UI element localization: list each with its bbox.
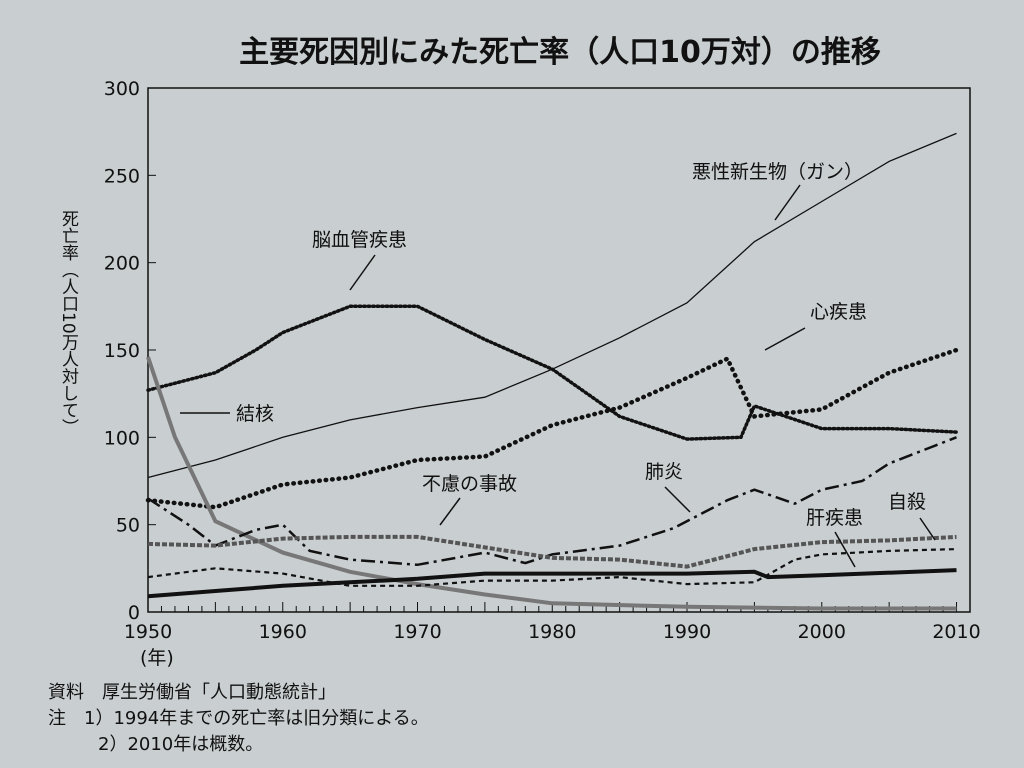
- arrow-accident: [439, 497, 461, 526]
- series-line-5: [147, 534, 957, 569]
- label-tuberculosis: 結核: [236, 403, 274, 425]
- series-line-2: [145, 347, 959, 510]
- chart-title: 主要死因別にみた死亡率（人口10万対）の推移: [239, 35, 881, 70]
- y-tick-label: 300: [104, 78, 140, 100]
- arrow-liver: [834, 531, 856, 568]
- note-1: 注 1）1994年までの死亡率は旧分類による。: [48, 708, 429, 729]
- y-axis-label: 死亡率（人口10万人対して）: [58, 210, 79, 436]
- series-line-6: [147, 548, 957, 587]
- series-line-1: [146, 304, 959, 441]
- note-2: 2）2010年は概数。: [98, 734, 263, 755]
- source-note: 資料 厚生労働省「人口動態統計」: [48, 682, 336, 703]
- x-tick-label: 1960: [259, 621, 307, 643]
- x-tick-label: 1970: [393, 621, 441, 643]
- y-tick-label: 200: [104, 253, 140, 275]
- x-tick-label: 1950: [124, 621, 172, 643]
- arrow-suicide: [919, 517, 936, 541]
- arrow-cerebrovascular: [349, 254, 376, 291]
- series-line-3: [146, 356, 957, 611]
- axes: 1950 1960 1970 1980 1990 2000 2010 0 50 100 150 200…: [104, 78, 981, 643]
- series-line-4: [147, 436, 957, 567]
- label-pneumonia: 肺炎: [645, 461, 683, 483]
- y-tick-label: 250: [104, 165, 140, 187]
- label-heart: 心疾患: [810, 301, 867, 323]
- label-accident: 不慮の事故: [422, 473, 517, 495]
- series-lines: [145, 132, 959, 611]
- label-cancer: 悪性新生物（ガン）: [692, 161, 863, 183]
- y-tick-label: 100: [104, 427, 140, 449]
- x-tick-label: 1980: [528, 621, 576, 643]
- y-tick-label: 50: [116, 515, 140, 537]
- arrow-pneumonia: [664, 486, 691, 513]
- series-labels: 悪性新生物（ガン） 脳血管疾患 心疾患 結核 肺炎 不慮の事故 自殺 肝疾患: [236, 161, 926, 529]
- y-tick-label: 150: [104, 340, 140, 362]
- label-cerebrovascular: 脳血管疾患: [312, 229, 407, 251]
- label-suicide: 自殺: [888, 491, 926, 513]
- x-axis-unit: (年): [140, 647, 174, 669]
- arrow-heart: [764, 327, 806, 351]
- label-liver: 肝疾患: [806, 507, 863, 529]
- label-arrows: [180, 184, 936, 568]
- series-line-7: [147, 568, 957, 599]
- x-tick-label: 2000: [798, 621, 846, 643]
- x-tick-label: 2010: [932, 621, 980, 643]
- x-tick-label: 1990: [663, 621, 711, 643]
- arrow-cancer: [774, 184, 801, 221]
- y-tick-label: 0: [128, 602, 140, 624]
